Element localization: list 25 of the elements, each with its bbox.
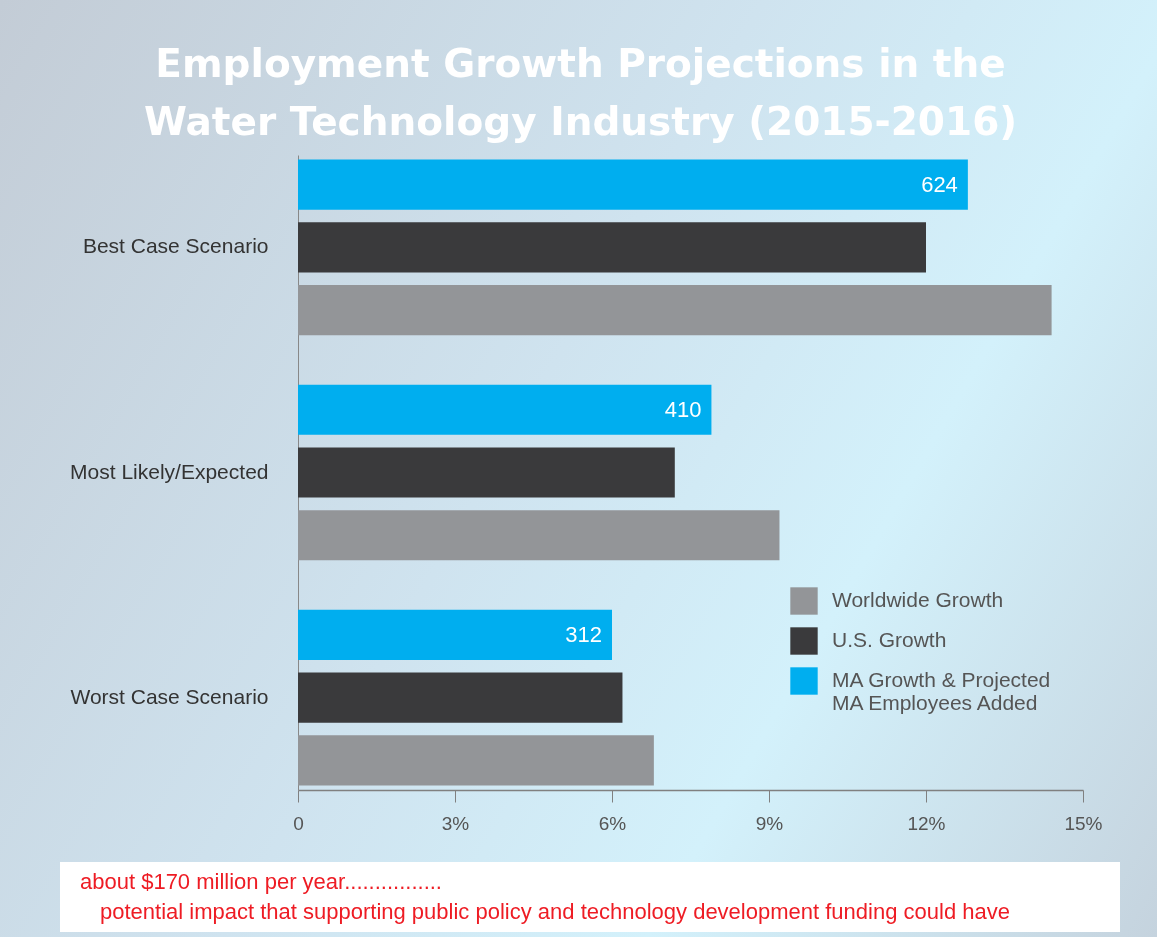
annotation: 410: [664, 396, 702, 422]
bar: [298, 159, 968, 210]
y-tick-label: Most Likely/Expected: [70, 459, 269, 483]
bar: [298, 510, 780, 561]
bar: [298, 284, 1052, 336]
x-tick-label: 3%: [441, 812, 470, 834]
bar: [298, 447, 675, 498]
x-tick-label: 12%: [907, 812, 946, 834]
legend-label: MA Growth & Projected MA Employees Added: [832, 668, 1051, 714]
bar: [298, 222, 926, 273]
bar: [298, 672, 623, 723]
bar: [298, 384, 712, 435]
x-tick-label: 0: [293, 812, 304, 834]
x-tick-label: 9%: [755, 812, 784, 834]
annotation: 624: [921, 171, 958, 197]
bar: [298, 735, 654, 786]
y-tick-label: Best Case Scenario: [82, 234, 269, 258]
x-tick-label: 6%: [598, 812, 627, 834]
y-tick-label: Worst Case Scenario: [70, 684, 269, 708]
bar: [298, 609, 612, 661]
annotation: 312: [565, 621, 602, 647]
legend-label: Worldwide Growth: [832, 588, 1004, 611]
note-banner: about $170 million per year................ potential impact that supporting public policy and technology development funding could have: [60, 862, 1120, 932]
x-tick-label: 15%: [1064, 812, 1103, 834]
legend-label: U.S. Growth: [832, 628, 947, 651]
